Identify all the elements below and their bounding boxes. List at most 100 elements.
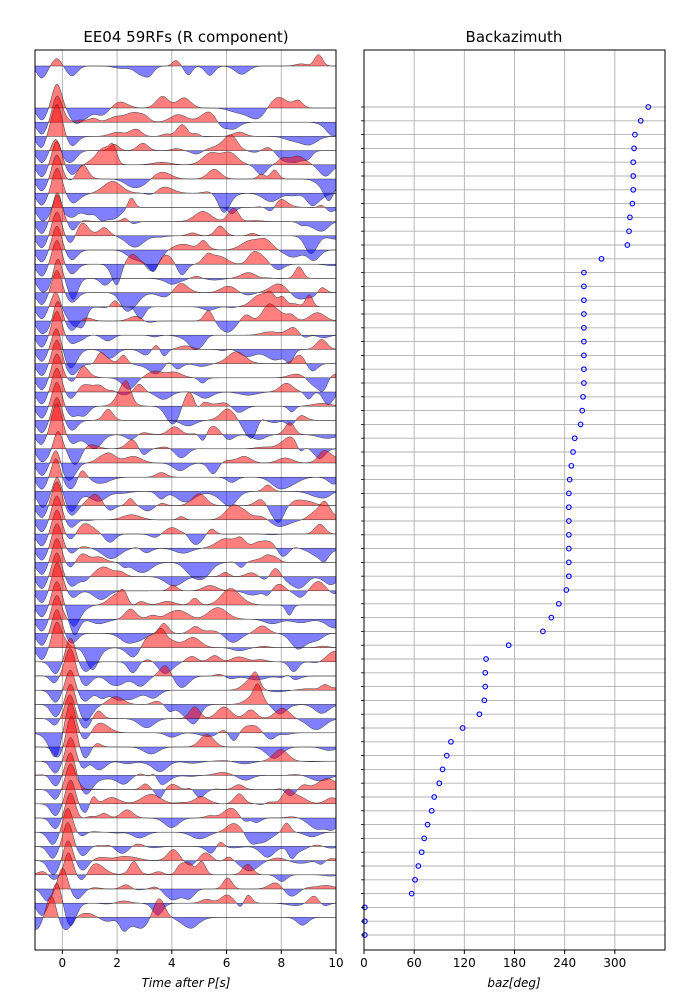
baz-point <box>598 255 605 262</box>
rf-trace-negative-fill <box>35 392 336 405</box>
baz-point <box>555 600 562 607</box>
baz-point <box>581 283 587 290</box>
rf-trace-line <box>35 694 336 730</box>
rf-trace-line <box>35 458 336 490</box>
rf-trace-negative-fill <box>35 732 336 757</box>
rf-trace-negative-fill <box>35 221 336 234</box>
rf-trace-line <box>35 822 336 860</box>
rf-trace-positive-fill <box>35 523 336 549</box>
rf-trace-line <box>35 225 336 272</box>
rf-trace-line <box>35 648 336 688</box>
rf-trace-positive-fill <box>35 141 336 165</box>
baz-point <box>505 642 512 649</box>
rf-trace-line <box>35 477 336 512</box>
rf-trace-positive-fill <box>35 868 336 889</box>
rf-tick-label: 6 <box>223 956 231 970</box>
rf-trace-line <box>35 270 336 312</box>
rf-trace-line <box>35 104 336 148</box>
baz-point <box>565 559 572 566</box>
rf-trace-positive-fill <box>35 240 336 265</box>
rf-trace-line <box>35 339 336 376</box>
baz-point <box>581 269 587 276</box>
rf-trace-line <box>35 509 336 547</box>
baz-point <box>448 738 454 745</box>
rf-trace-positive-fill <box>35 403 336 435</box>
baz-tick-label: 60 <box>407 956 422 970</box>
rf-trace-line <box>35 481 336 523</box>
baz-point <box>630 173 637 179</box>
rf-trace-positive-fill <box>35 397 336 421</box>
rf-trace-negative-fill <box>35 619 336 635</box>
rf-trace-negative-fill <box>35 448 336 465</box>
rf-tick-label: 10 <box>328 956 343 970</box>
rf-trace-line <box>35 194 336 234</box>
rf-trace-negative-fill <box>35 889 336 902</box>
baz-point <box>624 242 631 248</box>
rf-trace-negative-fill <box>35 335 336 350</box>
rf-trace-positive-fill <box>35 450 336 463</box>
baz-point <box>581 352 587 359</box>
rf-trace-positive-fill <box>35 380 336 407</box>
rf-trace-line <box>35 353 336 392</box>
rf-trace-positive-fill <box>35 301 336 321</box>
rf-tick-label: 0 <box>59 956 67 970</box>
rf-trace-line <box>35 397 336 439</box>
rf-trace-negative-fill <box>35 818 336 831</box>
rf-trace-line <box>35 240 336 286</box>
rf-trace-positive-fill <box>35 694 336 719</box>
rf-trace-negative-fill <box>35 917 336 932</box>
baz-point <box>476 711 483 718</box>
rf-trace-negative-fill <box>35 505 336 523</box>
baz-point <box>630 186 637 193</box>
baz-point <box>408 890 415 897</box>
rf-trace-negative-fill <box>35 562 336 580</box>
baz-point <box>459 725 466 731</box>
rf-trace-positive-fill <box>35 104 336 137</box>
rf-trace-line <box>35 258 336 300</box>
baz-point <box>481 697 488 704</box>
rf-trace-negative-fill <box>35 676 336 688</box>
rf-plot-frame <box>34 49 337 951</box>
rf-trace-negative-fill <box>35 803 336 816</box>
rf-trace-negative-fill <box>35 108 336 124</box>
rf-trace-negative-fill <box>35 235 336 254</box>
baz-point <box>443 752 450 759</box>
baz-point <box>540 628 546 635</box>
rf-trace-line <box>35 808 336 845</box>
rf-x-axis-label: Time after P[s] <box>142 976 231 990</box>
baz-point <box>581 338 587 345</box>
baz-point <box>565 531 572 538</box>
rf-trace-positive-fill <box>35 581 336 605</box>
rf-trace-line <box>35 792 336 831</box>
baz-point <box>421 835 428 842</box>
baz-point <box>482 669 489 676</box>
rf-trace-line <box>35 637 336 674</box>
rf-trace-negative-fill <box>35 846 336 859</box>
baz-point <box>418 849 425 856</box>
rf-trace-negative-fill <box>35 576 336 589</box>
rf-trace-negative-fill <box>35 463 336 481</box>
baz-point <box>565 518 572 524</box>
baz-point <box>570 449 576 455</box>
baz-tick-label: 0 <box>360 956 368 970</box>
rf-trace-positive-fill <box>35 853 336 875</box>
rf-trace-negative-fill <box>35 264 336 285</box>
rf-trace-negative-fill <box>35 661 336 674</box>
rf-tick-label: 2 <box>113 956 121 970</box>
rf-trace-positive-fill <box>35 609 336 634</box>
baz-point <box>563 587 570 593</box>
baz-point <box>581 366 587 373</box>
rf-trace-line <box>35 595 336 636</box>
rf-trace-line <box>35 167 336 213</box>
baz-point <box>568 462 575 469</box>
baz-point <box>571 435 578 442</box>
baz-tick-label: 180 <box>503 956 526 970</box>
baz-point <box>482 683 489 690</box>
rf-trace-line <box>35 140 336 178</box>
rf-trace-line <box>35 895 336 932</box>
baz-point <box>424 821 431 828</box>
baz-point <box>630 159 637 166</box>
baz-x-axis-label: baz[deg] <box>487 976 541 990</box>
backazimuth-panel: Backazimuth 0 60 120 180 240 300 baz[deg] <box>360 28 666 990</box>
